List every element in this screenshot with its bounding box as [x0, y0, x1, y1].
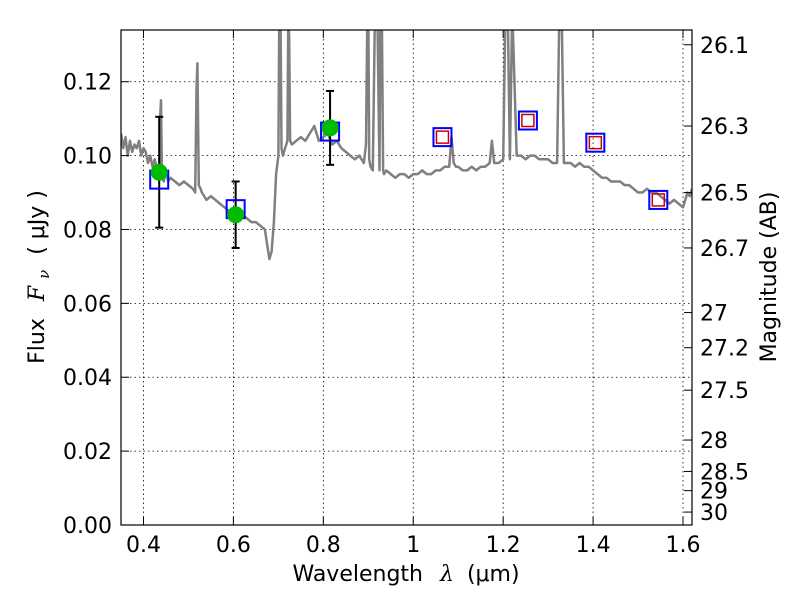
grid [121, 30, 692, 526]
y-tick-label: 0.12 [63, 71, 112, 96]
x-axis-label: Wavelength λ (μm) [292, 562, 519, 587]
plot-background [121, 30, 692, 525]
model-square-marker [432, 127, 453, 148]
model-square-marker [648, 189, 669, 210]
y2-tick-label: 27 [700, 302, 728, 327]
y2-tick-label: 26.3 [700, 115, 749, 140]
y-tick-label: 0.00 [63, 514, 112, 539]
observed-point [321, 119, 339, 137]
y-axis-label-unit: ( μJy ) [25, 190, 50, 255]
y-axis-label-symbol: F [25, 285, 50, 302]
axes: 0.4 0.6 0.8 1 1.2 1.4 1.6 0.00 0.02 0.04 0.06 0.08 0… [63, 29, 749, 558]
observed-point [227, 206, 245, 224]
x-tick-label: 0.4 [126, 533, 161, 558]
y-tick-label: 0.06 [63, 292, 112, 317]
y-tick-label: 0.08 [63, 218, 112, 243]
y-tick-label: 0.02 [63, 440, 112, 465]
x-tick-label: 1.4 [576, 533, 611, 558]
y-tick-label: 0.04 [63, 366, 112, 391]
y-axis-label: Flux F ν ( μJy ) [25, 190, 55, 364]
y2-tick-label: 27.5 [700, 379, 749, 404]
model-square-marker [588, 135, 603, 150]
model-square-marker [435, 130, 450, 144]
model-square-marker [585, 132, 606, 153]
y2-axis-label: Magnitude (AB) [757, 192, 782, 363]
y2-tick-label: 26.5 [700, 182, 749, 207]
x-tick-label: 1.2 [486, 533, 521, 558]
data-layer [121, 30, 692, 261]
y2-tick-label: 26.7 [700, 237, 749, 262]
y2-tick-label: 30 [700, 501, 728, 526]
x-axis-label-text: Wavelength [292, 562, 423, 587]
x-tick-label: 0.8 [306, 533, 341, 558]
y2-tick-label: 28 [700, 429, 728, 454]
x-tick-label: 1 [406, 533, 420, 558]
y-axis-label-sub: ν [35, 270, 53, 279]
y2-tick-label: 26.1 [700, 34, 749, 59]
model-square-marker [651, 193, 666, 207]
x-tick-label: 1.6 [666, 533, 701, 558]
observed-point [150, 163, 168, 181]
spectrum-line [121, 30, 692, 261]
y2-tick-label: 28.5 [700, 460, 749, 485]
x-axis-label-symbol: λ [439, 562, 454, 587]
y-axis-label-prefix: Flux [25, 318, 50, 364]
plot-frame [120, 29, 693, 526]
y2-tick-label: 29 [700, 480, 728, 505]
x-axis-label-unit: (μm) [467, 562, 520, 587]
y2-tick-label: 27.2 [700, 337, 749, 362]
model-square-marker [521, 113, 535, 128]
y-tick-label: 0.10 [63, 145, 112, 170]
x-tick-label: 0.6 [216, 533, 251, 558]
model-square-marker [517, 110, 538, 131]
